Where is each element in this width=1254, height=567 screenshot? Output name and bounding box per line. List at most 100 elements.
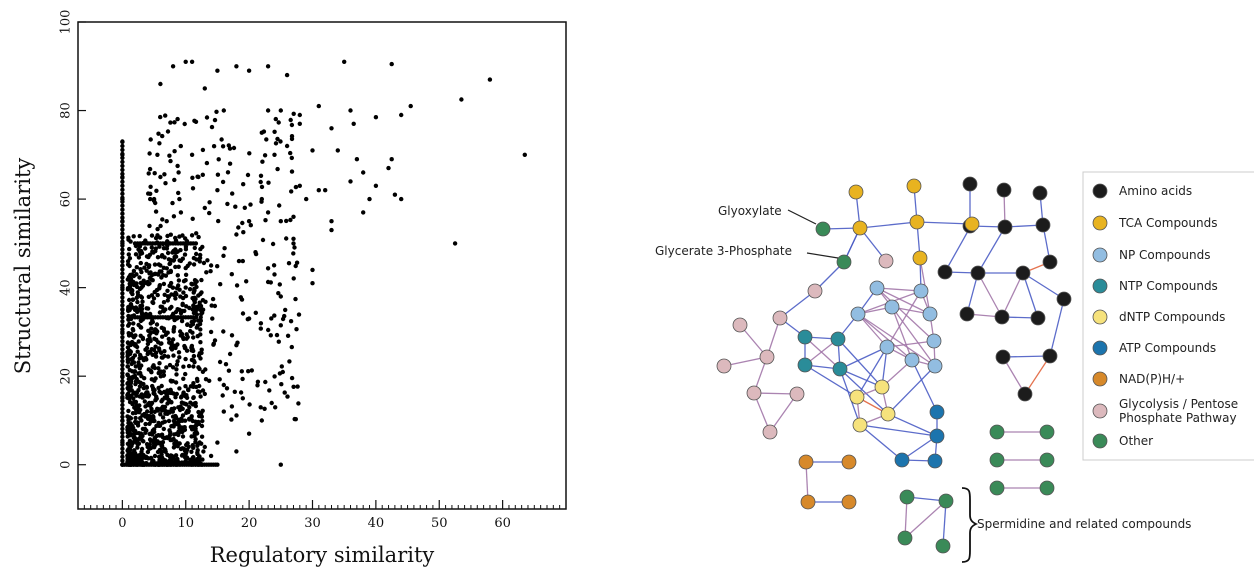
data-point bbox=[304, 196, 309, 202]
data-point bbox=[282, 390, 287, 395]
data-point bbox=[150, 352, 155, 357]
data-point bbox=[128, 421, 133, 426]
data-point bbox=[184, 304, 189, 309]
data-point bbox=[310, 281, 315, 286]
data-point bbox=[241, 182, 246, 187]
legend-swatch bbox=[1092, 247, 1108, 263]
data-point bbox=[201, 260, 207, 266]
data-point bbox=[146, 171, 151, 176]
data-point bbox=[146, 191, 151, 196]
data-point bbox=[161, 265, 166, 270]
data-point bbox=[247, 151, 252, 156]
data-point bbox=[129, 361, 134, 367]
data-point bbox=[120, 174, 125, 180]
network-edge bbox=[839, 368, 889, 415]
data-point bbox=[142, 265, 147, 270]
data-point bbox=[199, 462, 204, 467]
data-point bbox=[152, 262, 158, 267]
network-node bbox=[772, 310, 788, 326]
data-point bbox=[161, 405, 166, 411]
data-point bbox=[164, 246, 170, 251]
network-node bbox=[1039, 452, 1055, 468]
data-point bbox=[274, 332, 280, 338]
data-point bbox=[120, 446, 125, 451]
data-point bbox=[278, 462, 283, 467]
data-point bbox=[132, 307, 138, 312]
data-point bbox=[138, 305, 143, 310]
network-node bbox=[732, 317, 748, 333]
data-point bbox=[227, 351, 233, 357]
network-node bbox=[970, 265, 986, 281]
data-point bbox=[196, 365, 201, 370]
data-point bbox=[120, 255, 125, 260]
data-point bbox=[165, 401, 170, 406]
data-point bbox=[164, 365, 169, 370]
data-point bbox=[389, 157, 394, 162]
data-point bbox=[144, 254, 150, 259]
network-node bbox=[1042, 348, 1058, 364]
data-point bbox=[138, 435, 143, 441]
data-point bbox=[289, 122, 295, 128]
data-point bbox=[191, 290, 196, 295]
data-point bbox=[125, 259, 131, 264]
network-node bbox=[841, 494, 857, 510]
data-point bbox=[176, 350, 182, 355]
data-point bbox=[180, 461, 185, 467]
data-point bbox=[191, 455, 196, 460]
data-point bbox=[127, 444, 132, 449]
data-point bbox=[129, 304, 134, 309]
data-point bbox=[126, 252, 131, 257]
data-point bbox=[258, 179, 263, 185]
network-node bbox=[815, 221, 831, 237]
data-point bbox=[158, 174, 163, 180]
data-point bbox=[179, 400, 185, 405]
data-point bbox=[131, 391, 136, 396]
data-point bbox=[143, 246, 148, 251]
data-point bbox=[149, 456, 154, 461]
data-point bbox=[177, 355, 182, 360]
data-point bbox=[264, 137, 269, 142]
data-point bbox=[361, 170, 366, 175]
legend-swatch bbox=[1092, 340, 1108, 356]
network-edges bbox=[723, 184, 1065, 547]
data-point bbox=[269, 316, 274, 321]
data-point bbox=[120, 450, 125, 455]
data-point bbox=[179, 318, 185, 324]
data-point bbox=[146, 367, 151, 372]
data-point bbox=[137, 384, 143, 389]
data-point bbox=[186, 387, 191, 392]
data-point bbox=[152, 409, 157, 414]
data-point bbox=[120, 279, 125, 284]
data-point bbox=[183, 401, 188, 407]
network-edge bbox=[1002, 355, 1051, 358]
data-point bbox=[142, 455, 148, 460]
data-point bbox=[120, 382, 125, 388]
data-point bbox=[170, 379, 175, 384]
data-point bbox=[230, 191, 235, 196]
legend-swatch bbox=[1092, 403, 1108, 419]
data-point bbox=[240, 396, 245, 401]
network-edge bbox=[876, 287, 935, 342]
data-point bbox=[293, 296, 298, 302]
data-point bbox=[159, 341, 164, 346]
data-point bbox=[173, 380, 179, 385]
data-point bbox=[225, 201, 230, 207]
data-point bbox=[276, 291, 281, 296]
data-point bbox=[210, 316, 215, 321]
data-point bbox=[125, 354, 130, 359]
data-point bbox=[131, 334, 137, 339]
network-edge bbox=[804, 336, 841, 370]
data-point bbox=[174, 367, 179, 372]
data-point bbox=[120, 396, 125, 401]
data-point bbox=[207, 200, 212, 205]
data-point bbox=[173, 309, 179, 315]
data-point bbox=[133, 407, 139, 412]
data-point bbox=[286, 261, 292, 266]
data-point bbox=[157, 284, 162, 289]
network-node bbox=[1039, 424, 1055, 440]
network-edge bbox=[837, 338, 883, 388]
data-point bbox=[157, 244, 162, 249]
data-point bbox=[151, 300, 156, 306]
data-point bbox=[221, 382, 226, 388]
data-point bbox=[160, 435, 166, 440]
